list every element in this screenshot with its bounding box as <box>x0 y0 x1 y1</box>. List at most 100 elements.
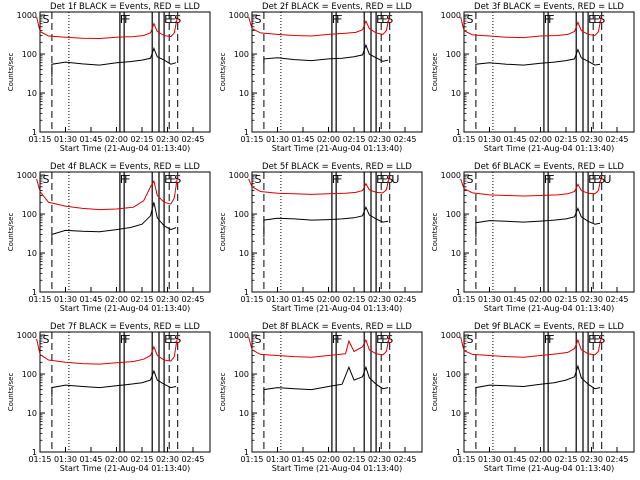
x-tick-label: 02:45 <box>393 295 416 304</box>
flag-label: S <box>598 333 605 346</box>
x-tick-label: 01:30 <box>478 295 501 304</box>
y-axis-label: Counts/sec <box>431 53 439 92</box>
lld-series-line <box>36 15 179 40</box>
x-tick-label: 02:00 <box>105 295 128 304</box>
flag-label: E <box>593 173 600 186</box>
x-tick-label: 01:15 <box>28 295 51 304</box>
flag-label: F <box>548 333 554 346</box>
x-tick-label: 02:15 <box>554 135 577 144</box>
y-axis-label: Counts/sec <box>219 373 227 412</box>
x-tick-label: 01:15 <box>28 135 51 144</box>
lld-series-line <box>248 334 391 358</box>
chart-title: Det 3f BLACK = Events, RED = LLD <box>474 2 624 12</box>
flag-label: S <box>43 333 50 346</box>
x-tick-label: 01:45 <box>79 455 102 464</box>
y-tick-label: 1 <box>32 128 37 137</box>
lld-series-line <box>460 334 603 358</box>
y-axis-label: Counts/sec <box>7 53 15 92</box>
y-tick-label: 10 <box>451 89 461 98</box>
x-tick-label: 02:15 <box>130 455 153 464</box>
flag-label: E <box>164 13 171 26</box>
y-tick-label: 100 <box>22 50 37 59</box>
chart-title: Det 8f BLACK = Events, RED = LLD <box>262 322 412 332</box>
x-tick-label: 02:15 <box>130 295 153 304</box>
x-tick-label: 01:15 <box>28 455 51 464</box>
x-tick-label: 02:45 <box>181 135 204 144</box>
x-tick-label: 02:15 <box>130 135 153 144</box>
x-tick-label: 01:15 <box>240 295 263 304</box>
detector-panel: Det 7f BLACK = Events, RED = LLD 1 10 100 10… <box>7 322 211 473</box>
x-axis-label: Start Time (21-Aug-04 01:13:40) <box>60 144 191 153</box>
x-tick-label: 01:45 <box>503 295 526 304</box>
flag-label: F <box>336 13 342 26</box>
x-tick-label: 02:45 <box>605 135 628 144</box>
chart-title: Det 2f BLACK = Events, RED = LLD <box>262 2 412 12</box>
flag-label: E <box>588 173 595 186</box>
detector-panel: Det 2f BLACK = Events, RED = LLD 1 10 100 10… <box>219 2 423 153</box>
x-tick-label: 01:45 <box>291 455 314 464</box>
x-tick-label: 02:45 <box>393 455 416 464</box>
chart-title: Det 9f BLACK = Events, RED = LLD <box>474 322 624 332</box>
flag-label: F <box>544 333 550 346</box>
x-tick-label: 02:30 <box>156 455 179 464</box>
flag-label: S <box>467 333 474 346</box>
x-tick-label: 02:30 <box>580 455 603 464</box>
y-tick-label: 100 <box>234 370 249 379</box>
x-tick-label: 01:45 <box>291 135 314 144</box>
lld-series-line <box>248 174 391 195</box>
x-tick-label: 02:30 <box>580 135 603 144</box>
events-series-line <box>263 205 389 238</box>
y-tick-label: 100 <box>446 50 461 59</box>
y-tick-label: 10 <box>239 409 249 418</box>
flag-label: E <box>588 13 595 26</box>
flag-label: S <box>255 333 262 346</box>
x-tick-label: 02:30 <box>368 135 391 144</box>
x-tick-label: 01:30 <box>54 295 77 304</box>
flag-label: S <box>386 173 393 186</box>
x-tick-label: 01:30 <box>478 455 501 464</box>
plot-frame <box>39 171 211 293</box>
x-axis-label: Start Time (21-Aug-04 01:13:40) <box>60 464 191 473</box>
detector-panel: Det 1f BLACK = Events, RED = LLD 1 10 100 10… <box>7 2 211 153</box>
x-tick-label: 01:45 <box>79 135 102 144</box>
flag-label: F <box>332 173 338 186</box>
x-tick-label: 02:45 <box>181 295 204 304</box>
x-tick-label: 02:00 <box>529 455 552 464</box>
y-axis-label: Counts/sec <box>7 213 15 252</box>
lld-series-line <box>460 174 603 197</box>
flag-label: F <box>336 333 342 346</box>
x-tick-label: 02:30 <box>368 295 391 304</box>
x-tick-label: 01:45 <box>291 295 314 304</box>
lld-series-line <box>36 175 179 211</box>
flag-label: S <box>386 13 393 26</box>
flag-label: U <box>603 173 611 186</box>
x-tick-label: 02:00 <box>529 295 552 304</box>
x-tick-label: 01:30 <box>266 455 289 464</box>
flag-label: F <box>332 333 338 346</box>
y-tick-label: 10 <box>27 249 37 258</box>
flag-label: F <box>120 173 126 186</box>
chart-title: Det 1f BLACK = Events, RED = LLD <box>50 2 200 12</box>
plot-frame <box>251 11 423 133</box>
flag-label: E <box>593 333 600 346</box>
chart-title: Det 5f BLACK = Events, RED = LLD <box>262 162 412 172</box>
y-tick-label: 1 <box>456 448 461 457</box>
detector-panel: Det 8f BLACK = Events, RED = LLD 1 10 100 10… <box>219 322 423 473</box>
y-tick-label: 1000 <box>17 171 37 180</box>
flag-label: E <box>381 173 388 186</box>
flag-label: S <box>174 173 181 186</box>
y-axis-label: Counts/sec <box>219 213 227 252</box>
y-axis-label: Counts/sec <box>431 213 439 252</box>
y-tick-label: 1 <box>244 128 249 137</box>
y-tick-label: 1000 <box>229 11 249 20</box>
x-axis-label: Start Time (21-Aug-04 01:13:40) <box>272 144 403 153</box>
events-series-line <box>475 48 601 75</box>
flag-label: E <box>376 13 383 26</box>
flag-label: F <box>124 333 130 346</box>
y-tick-label: 1 <box>456 288 461 297</box>
flag-label: F <box>120 13 126 26</box>
y-tick-label: 10 <box>451 409 461 418</box>
plot-frame <box>463 331 635 453</box>
y-axis-label: Counts/sec <box>431 373 439 412</box>
flag-label: F <box>120 333 126 346</box>
